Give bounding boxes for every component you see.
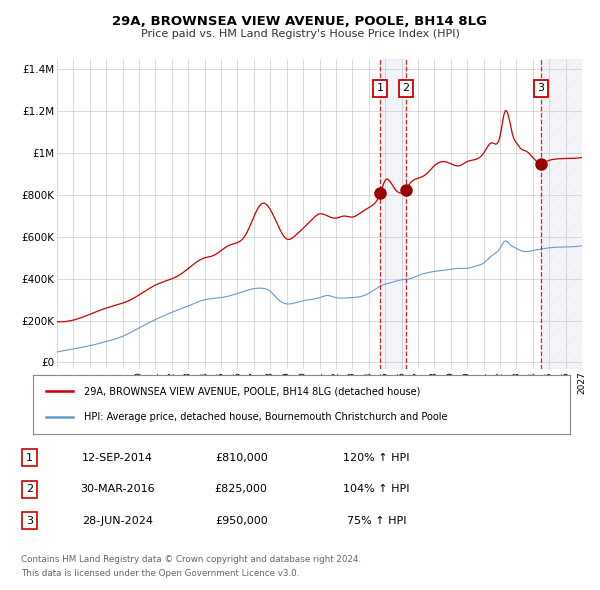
Text: 120% ↑ HPI: 120% ↑ HPI: [343, 453, 410, 463]
Text: 12-SEP-2014: 12-SEP-2014: [82, 453, 153, 463]
Text: £825,000: £825,000: [215, 484, 268, 494]
Bar: [541, 59, 590, 369]
Text: This data is licensed under the Open Government Licence v3.0.: This data is licensed under the Open Gov…: [21, 569, 299, 578]
Text: 75% ↑ HPI: 75% ↑ HPI: [347, 516, 406, 526]
Text: 1: 1: [377, 83, 384, 93]
Text: 29A, BROWNSEA VIEW AVENUE, POOLE, BH14 8LG: 29A, BROWNSEA VIEW AVENUE, POOLE, BH14 8…: [113, 15, 487, 28]
Text: HPI: Average price, detached house, Bournemouth Christchurch and Poole: HPI: Average price, detached house, Bour…: [84, 412, 448, 422]
Text: £810,000: £810,000: [215, 453, 268, 463]
Bar: [380, 59, 406, 369]
Text: 30-MAR-2016: 30-MAR-2016: [80, 484, 155, 494]
Text: Contains HM Land Registry data © Crown copyright and database right 2024.: Contains HM Land Registry data © Crown c…: [21, 555, 361, 564]
Text: 2: 2: [26, 484, 33, 494]
Text: 3: 3: [538, 83, 544, 93]
Text: 28-JUN-2024: 28-JUN-2024: [82, 516, 153, 526]
Bar: [541, 59, 590, 369]
Text: 1: 1: [26, 453, 33, 463]
Text: £950,000: £950,000: [215, 516, 268, 526]
Text: 104% ↑ HPI: 104% ↑ HPI: [343, 484, 410, 494]
Text: 2: 2: [402, 83, 409, 93]
Text: Price paid vs. HM Land Registry's House Price Index (HPI): Price paid vs. HM Land Registry's House …: [140, 30, 460, 39]
Text: 3: 3: [26, 516, 33, 526]
Text: 29A, BROWNSEA VIEW AVENUE, POOLE, BH14 8LG (detached house): 29A, BROWNSEA VIEW AVENUE, POOLE, BH14 8…: [84, 386, 421, 396]
